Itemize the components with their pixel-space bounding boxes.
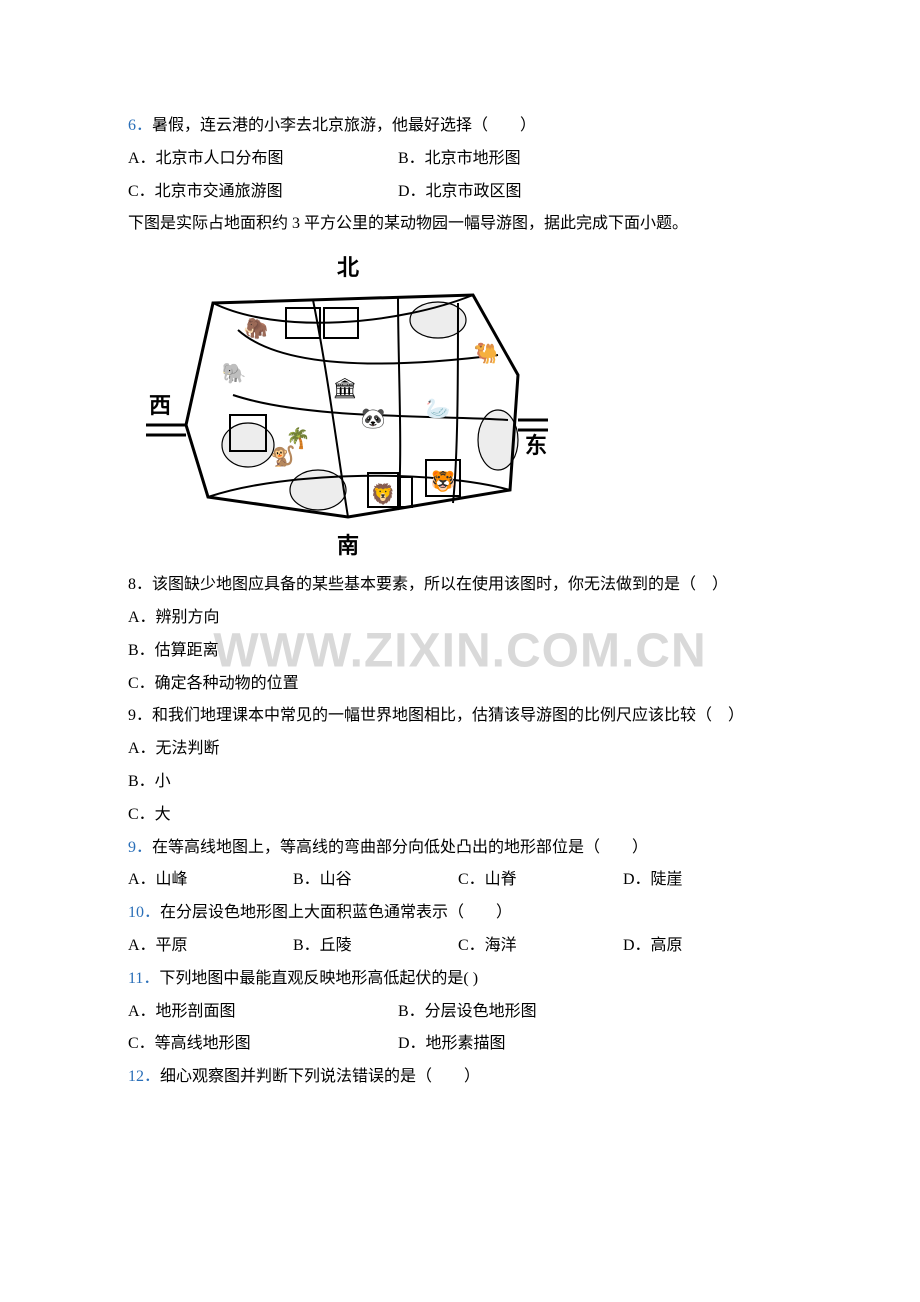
- q8-stem: 8．该图缺少地图应具备的某些基本要素，所以在使用该图时，你无法做到的是（ ）: [128, 569, 792, 602]
- map-label-e: 东: [525, 433, 547, 458]
- q12-num: 12．: [128, 1068, 160, 1085]
- q11-opt-d: D．地形素描图: [398, 1028, 506, 1061]
- q11-opt-b: B．分层设色地形图: [398, 996, 537, 1029]
- q8-num: 8．: [128, 576, 152, 593]
- q9-opt-b: B．山谷: [293, 864, 458, 897]
- svg-text:🐘: 🐘: [222, 362, 247, 385]
- svg-text:🐼: 🐼: [361, 406, 386, 430]
- q8b-opt-c: C．大: [128, 799, 792, 832]
- q9-opt-d: D．陡崖: [623, 864, 683, 897]
- q11-opt-c: C．等高线地形图: [128, 1028, 398, 1061]
- watermark-row: WWW.ZIXIN.COM.CN B．估算距离: [128, 635, 792, 668]
- q6-opts-row2: C．北京市交通旅游图 D．北京市政区图: [128, 176, 792, 209]
- q6-opts-row1: A．北京市人口分布图 B．北京市地形图: [128, 143, 792, 176]
- intro78: 下图是实际占地面积约 3 平方公里的某动物园一幅导游图，据此完成下面小题。: [128, 208, 792, 241]
- q6-opt-c: C．北京市交通旅游图: [128, 176, 398, 209]
- svg-text:🏛: 🏛: [332, 377, 357, 400]
- q10-opt-c: C．海洋: [458, 930, 623, 963]
- q6-text: 暑假，连云港的小李去北京旅游，他最好选择（ ）: [152, 117, 536, 134]
- map-label-s: 南: [337, 533, 359, 558]
- svg-text:🦁: 🦁: [371, 482, 396, 506]
- zoo-map-svg: 🦣 🐘 🐼 🦢 🐫 🏛 🌴 🦁 🐯 🐒 北 南 西 东: [138, 245, 558, 565]
- q8b-opt-a: A．无法判断: [128, 733, 792, 766]
- map-label-n: 北: [337, 255, 359, 280]
- q10-opt-d: D．高原: [623, 930, 683, 963]
- q6-opt-d: D．北京市政区图: [398, 176, 522, 209]
- q9-opt-c: C．山脊: [458, 864, 623, 897]
- q11-opt-a: A．地形剖面图: [128, 996, 398, 1029]
- q10-opt-a: A．平原: [128, 930, 293, 963]
- q8b-num: 9．: [128, 707, 152, 724]
- q9-text: 在等高线地图上，等高线的弯曲部分向低处凸出的地形部位是（ ）: [152, 839, 648, 856]
- map-label-w: 西: [149, 393, 171, 418]
- q10-stem: 10．在分层设色地形图上大面积蓝色通常表示（ ）: [128, 897, 792, 930]
- q8b-stem: 9．和我们地理课本中常见的一幅世界地图相比，估猜该导游图的比例尺应该比较（ ）: [128, 700, 792, 733]
- zoo-map-figure: 🦣 🐘 🐼 🦢 🐫 🏛 🌴 🦁 🐯 🐒 北 南 西 东: [138, 245, 558, 565]
- q10-opt-b: B．丘陵: [293, 930, 458, 963]
- svg-text:🐒: 🐒: [271, 444, 296, 468]
- q6-stem: 6．暑假，连云港的小李去北京旅游，他最好选择（ ）: [128, 110, 792, 143]
- q6-opt-b: B．北京市地形图: [398, 143, 521, 176]
- q8-opt-c: C．确定各种动物的位置: [128, 668, 792, 701]
- q12-text: 细心观察图并判断下列说法错误的是（ ）: [160, 1068, 480, 1085]
- q6-num: 6．: [128, 117, 152, 134]
- svg-text:🐯: 🐯: [431, 469, 456, 493]
- q11-opts-row1: A．地形剖面图 B．分层设色地形图: [128, 996, 792, 1029]
- q8-opt-a: A．辨别方向: [128, 602, 792, 635]
- q10-opts: A．平原 B．丘陵 C．海洋 D．高原: [128, 930, 792, 963]
- q10-text: 在分层设色地形图上大面积蓝色通常表示（ ）: [160, 904, 512, 921]
- q9-num: 9．: [128, 839, 152, 856]
- q8b-text: 和我们地理课本中常见的一幅世界地图相比，估猜该导游图的比例尺应该比较（ ）: [152, 707, 744, 724]
- q9-opt-a: A．山峰: [128, 864, 293, 897]
- q6-opt-a: A．北京市人口分布图: [128, 143, 398, 176]
- q12-stem: 12．细心观察图并判断下列说法错误的是（ ）: [128, 1061, 792, 1094]
- q11-text: 下列地图中最能直观反映地形高低起伏的是( ): [159, 970, 478, 987]
- svg-text:🦣: 🦣: [244, 317, 269, 340]
- q10-num: 10．: [128, 904, 160, 921]
- q11-stem: 11．下列地图中最能直观反映地形高低起伏的是( ): [128, 963, 792, 996]
- q11-opts-row2: C．等高线地形图 D．地形素描图: [128, 1028, 792, 1061]
- page: 6．暑假，连云港的小李去北京旅游，他最好选择（ ） A．北京市人口分布图 B．北…: [0, 0, 920, 1302]
- q11-num: 11．: [128, 970, 159, 987]
- q8-opt-b: B．估算距离: [128, 635, 792, 668]
- q9-opts: A．山峰 B．山谷 C．山脊 D．陡崖: [128, 864, 792, 897]
- q8-text: 该图缺少地图应具备的某些基本要素，所以在使用该图时，你无法做到的是（ ）: [152, 576, 728, 593]
- svg-text:🐫: 🐫: [474, 342, 499, 365]
- q9-stem: 9．在等高线地图上，等高线的弯曲部分向低处凸出的地形部位是（ ）: [128, 832, 792, 865]
- q8b-opt-b: B．小: [128, 766, 792, 799]
- svg-text:🦢: 🦢: [426, 398, 451, 420]
